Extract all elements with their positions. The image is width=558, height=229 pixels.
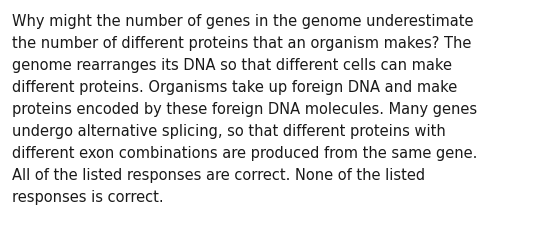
Text: proteins encoded by these foreign DNA molecules. Many genes: proteins encoded by these foreign DNA mo… — [12, 101, 477, 117]
Text: different exon combinations are produced from the same gene.: different exon combinations are produced… — [12, 145, 478, 160]
Text: All of the listed responses are correct. None of the listed: All of the listed responses are correct.… — [12, 167, 425, 182]
Text: different proteins. Organisms take up foreign DNA and make: different proteins. Organisms take up fo… — [12, 80, 457, 95]
Text: genome rearranges its DNA so that different cells can make: genome rearranges its DNA so that differ… — [12, 58, 452, 73]
Text: undergo alternative splicing, so that different proteins with: undergo alternative splicing, so that di… — [12, 123, 446, 138]
Text: responses is correct.: responses is correct. — [12, 189, 163, 204]
Text: the number of different proteins that an organism makes? The: the number of different proteins that an… — [12, 36, 472, 51]
Text: Why might the number of genes in the genome underestimate: Why might the number of genes in the gen… — [12, 14, 474, 29]
